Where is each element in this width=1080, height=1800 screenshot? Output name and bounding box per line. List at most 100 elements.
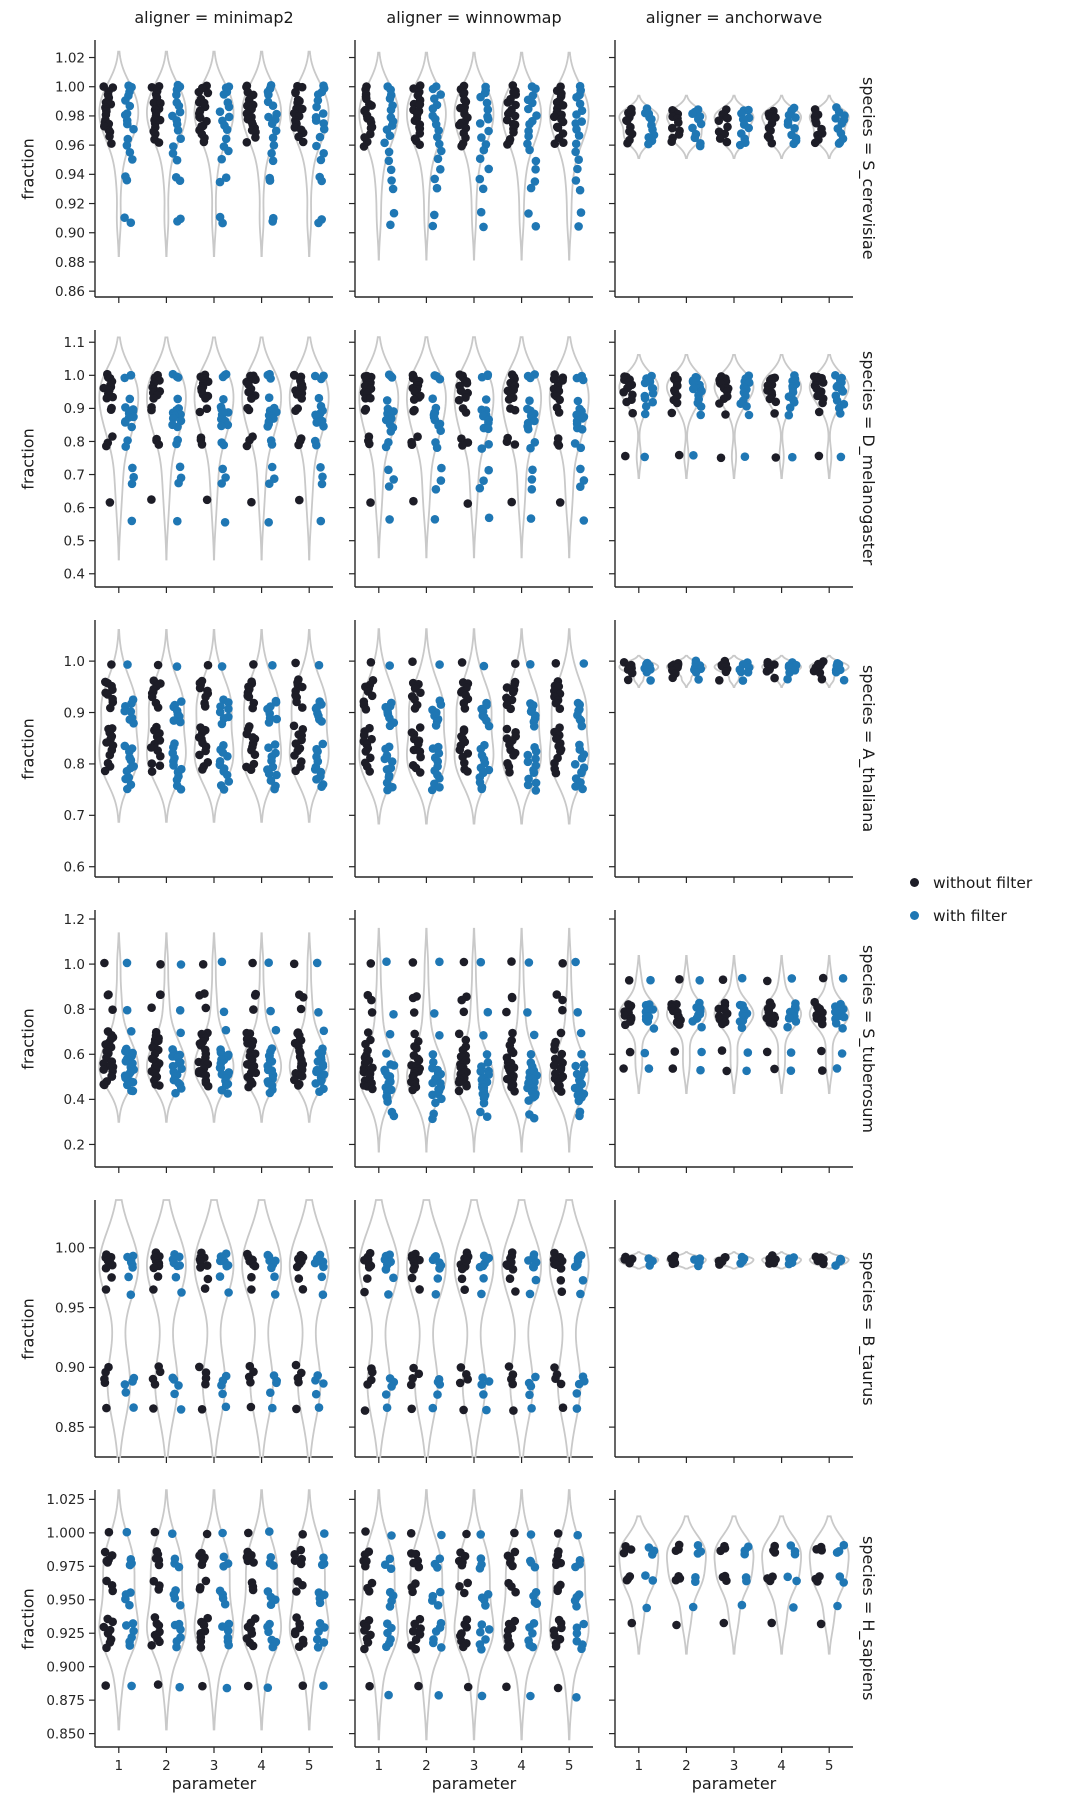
data-point	[455, 1582, 464, 1591]
data-point	[484, 424, 493, 434]
data-point	[264, 112, 273, 122]
data-point	[509, 1406, 518, 1415]
data-point	[737, 1600, 747, 1610]
data-point	[817, 674, 827, 684]
data-point	[549, 1061, 559, 1070]
x-tick-label: 3	[210, 1758, 219, 1774]
data-point	[484, 1377, 494, 1386]
data-point	[529, 722, 539, 731]
data-point	[483, 114, 493, 124]
data-point	[387, 1531, 396, 1540]
data-point	[463, 767, 472, 776]
data-point	[360, 406, 370, 415]
data-point	[526, 660, 535, 669]
legend: without filter with filter	[900, 866, 1032, 932]
data-point	[459, 957, 469, 967]
data-point	[385, 1602, 395, 1611]
data-point	[149, 1404, 158, 1413]
data-point	[129, 1403, 138, 1412]
data-point	[454, 1086, 464, 1096]
data-point	[768, 1019, 778, 1028]
data-point	[177, 697, 186, 706]
data-point	[312, 1635, 322, 1644]
data-point	[108, 1586, 117, 1596]
data-point	[412, 1044, 421, 1053]
data-point	[785, 403, 795, 413]
data-point	[272, 770, 281, 780]
strip-without-filter	[620, 1251, 828, 1269]
data-point	[202, 1529, 212, 1539]
data-point	[251, 375, 260, 385]
data-point	[126, 218, 136, 227]
data-point	[688, 123, 697, 133]
data-point	[431, 485, 441, 494]
data-point	[783, 674, 792, 684]
data-point	[696, 410, 705, 420]
data-point	[195, 113, 205, 122]
data-point	[386, 165, 396, 175]
violin-param-5	[288, 1489, 330, 1731]
data-point	[408, 993, 418, 1003]
data-point	[786, 1066, 796, 1075]
data-point	[457, 658, 467, 667]
data-point	[224, 1640, 233, 1650]
data-point	[389, 1273, 398, 1283]
data-point	[831, 114, 840, 123]
violin-param-2	[665, 654, 707, 688]
data-point	[553, 1683, 563, 1693]
data-point	[383, 1097, 392, 1106]
facet-row-label-b-taurus: species = B_taurus	[859, 1251, 878, 1406]
data-point	[250, 991, 260, 1000]
data-point	[790, 124, 799, 133]
data-point	[407, 1404, 417, 1414]
facet-3-2	[609, 910, 853, 1173]
data-point	[219, 785, 229, 794]
data-point	[457, 434, 466, 444]
data-point	[414, 1369, 424, 1379]
data-point	[386, 105, 396, 115]
data-point	[414, 1681, 423, 1691]
data-point	[416, 752, 425, 762]
y-tick-label: 1.00	[55, 80, 85, 96]
data-point	[510, 1528, 519, 1538]
strip-with-filter	[641, 1540, 849, 1613]
data-point	[168, 1529, 177, 1538]
data-point	[476, 957, 486, 967]
data-point	[124, 1272, 133, 1282]
data-point	[576, 443, 586, 453]
data-point	[504, 395, 514, 404]
data-point	[571, 957, 580, 967]
data-point	[477, 372, 487, 382]
data-point	[296, 1559, 306, 1569]
data-point	[319, 124, 329, 134]
data-point	[530, 438, 540, 447]
x-tick-label: 1	[635, 1758, 644, 1774]
data-point	[555, 395, 564, 405]
strip-with-filter	[120, 660, 328, 794]
y-tick-label: 1.1	[64, 335, 85, 351]
data-point	[524, 1096, 533, 1105]
data-point	[266, 1600, 276, 1609]
data-point	[147, 1641, 156, 1650]
y-tick-label: 0.98	[55, 109, 85, 125]
data-point	[409, 1008, 419, 1017]
data-point	[363, 1028, 373, 1037]
data-point	[216, 1048, 226, 1057]
data-point	[571, 139, 581, 149]
data-point	[477, 444, 487, 453]
data-point	[382, 1049, 391, 1058]
data-point	[819, 1259, 828, 1269]
violin-param-2	[405, 927, 447, 1153]
data-point	[298, 682, 307, 692]
strip-without-filter	[619, 973, 828, 1076]
data-point	[528, 465, 537, 475]
data-point	[314, 1403, 324, 1412]
data-point	[366, 498, 375, 507]
data-point	[197, 1405, 207, 1414]
data-point	[316, 155, 326, 165]
data-point	[555, 498, 565, 507]
data-point	[455, 745, 465, 755]
data-point	[428, 1090, 437, 1100]
data-point	[837, 1049, 847, 1058]
